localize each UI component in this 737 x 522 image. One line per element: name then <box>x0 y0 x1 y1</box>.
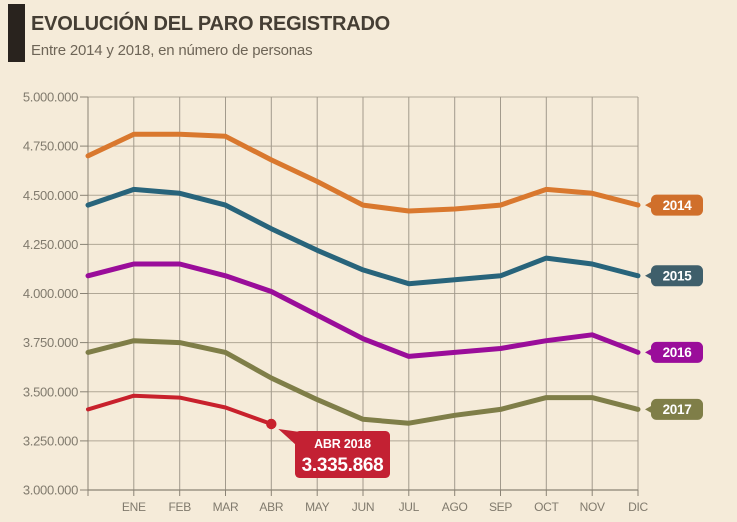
year-badge-label: 2017 <box>663 402 692 417</box>
year-badge-2014: 2014 <box>645 194 703 216</box>
series-end-dot-2018 <box>266 418 277 430</box>
callout-month-label: ABR 2018 <box>314 437 371 451</box>
year-badge-box <box>651 265 703 287</box>
x-axis-month-label: AGO <box>442 500 468 514</box>
y-axis-tick-label: 4.750.000 <box>23 139 78 154</box>
x-axis-month-label: FEB <box>168 500 191 514</box>
y-axis-tick-label: 4.000.000 <box>23 286 78 301</box>
y-axis-tick-label: 4.500.000 <box>23 188 78 203</box>
y-axis-tick-label: 5.000.000 <box>23 90 78 105</box>
series-line-2017 <box>85 338 641 426</box>
chart-subtitle: Entre 2014 y 2018, en número de personas <box>31 42 313 59</box>
series-line-2018 <box>86 393 274 426</box>
x-axis-month-label: DIC <box>628 500 648 514</box>
year-badge-box <box>651 341 703 363</box>
y-axis-tick-label: 3.750.000 <box>23 335 78 350</box>
y-axis-tick-label: 3.250.000 <box>23 433 78 448</box>
year-badge-box <box>651 194 703 216</box>
x-axis-month-label: MAR <box>213 500 239 514</box>
series-line-2016 <box>85 261 641 359</box>
x-axis-month-label: OCT <box>534 500 559 514</box>
y-axis-tick-label: 3.500.000 <box>23 384 78 399</box>
annotation-callout: ABR 2018 3.335.868 <box>278 429 390 478</box>
year-badge-box <box>651 398 703 420</box>
year-badge-label: 2015 <box>663 269 693 284</box>
year-badge-label: 2014 <box>663 198 693 213</box>
x-axis-month-label: ABR <box>259 500 283 514</box>
year-badge-2016: 2016 <box>645 341 703 363</box>
year-badge-2017: 2017 <box>645 398 703 420</box>
x-axis-month-label: JUL <box>399 500 420 514</box>
series-line-2014 <box>85 131 641 214</box>
x-axis-month-label: SEP <box>489 500 512 514</box>
title-accent-bar <box>8 4 25 62</box>
x-axis-month-label: JUN <box>352 500 374 514</box>
year-badge-2015: 2015 <box>645 265 703 287</box>
x-axis-month-label: MAY <box>305 500 330 514</box>
chart-title: EVOLUCIÓN DEL PARO REGISTRADO <box>31 13 391 35</box>
callout-value-label: 3.335.868 <box>302 455 384 476</box>
series-line-2015 <box>85 186 641 287</box>
year-badge-label: 2016 <box>663 345 693 360</box>
y-axis-tick-label: 4.250.000 <box>23 237 78 252</box>
callout-box <box>295 431 390 478</box>
y-axis-tick-label: 3.000.000 <box>23 483 78 498</box>
x-axis-month-label: ENE <box>122 500 146 514</box>
x-axis-month-label: NOV <box>580 500 605 514</box>
